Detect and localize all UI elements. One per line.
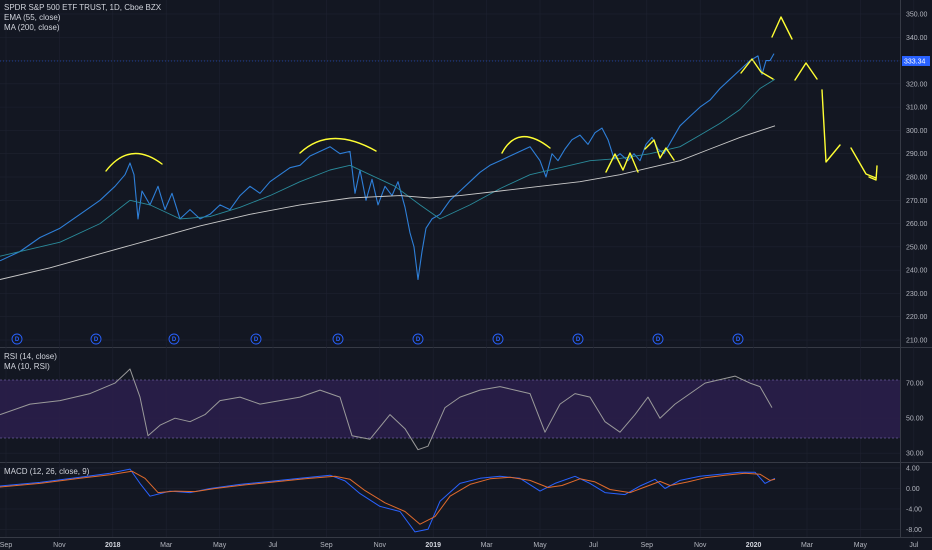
- dividend-marker[interactable]: D: [652, 333, 664, 345]
- x-tick-label: Nov: [694, 542, 707, 549]
- main-legend-ma: MA (200, close): [4, 23, 60, 32]
- series-rsi_ma: [0, 368, 773, 451]
- dividend-marker[interactable]: D: [168, 333, 180, 345]
- y-tick-label: 300.00: [906, 128, 928, 135]
- y-tick-label: 280.00: [906, 174, 928, 181]
- rsi-legend-ma: MA (10, RSI): [4, 362, 50, 371]
- drawing-peak-2[interactable]: [771, 16, 793, 40]
- y-tick-label: 240.00: [906, 268, 928, 275]
- x-tick-label: Jul: [269, 542, 278, 549]
- y-tick-label: 0.00: [906, 486, 920, 493]
- x-tick-label: Mar: [481, 542, 494, 549]
- y-tick-label: 310.00: [906, 105, 928, 112]
- main-legend: SPDR S&P 500 ETF TRUST, 1D, Cboe BZX EMA…: [4, 3, 161, 33]
- dividend-marker-label: D: [336, 337, 341, 343]
- main-legend-ema: EMA (55, close): [4, 13, 61, 22]
- y-tick-label: 50.00: [906, 416, 924, 423]
- x-tick-label: Jul: [589, 542, 598, 549]
- macd-legend-title: MACD (12, 26, close, 9): [4, 467, 90, 476]
- y-tick-label: 210.00: [906, 338, 928, 345]
- y-tick-label: 220.00: [906, 314, 928, 321]
- y-tick-label: 4.00: [906, 466, 920, 473]
- rsi-band: [0, 380, 900, 438]
- y-tick-label: 270.00: [906, 198, 928, 205]
- dividend-marker-label: D: [172, 337, 177, 343]
- y-tick-label: 70.00: [906, 381, 924, 388]
- y-tick-label: 230.00: [906, 291, 928, 298]
- dividend-marker-label: D: [496, 337, 501, 343]
- dividend-marker-label: D: [15, 337, 20, 343]
- dividend-marker[interactable]: D: [412, 333, 424, 345]
- dividend-marker[interactable]: D: [11, 333, 23, 345]
- dividend-marker[interactable]: D: [332, 333, 344, 345]
- dividend-marker-label: D: [576, 337, 581, 343]
- rsi-legend: RSI (14, close) MA (10, RSI): [4, 352, 57, 372]
- y-tick-label: 350.00: [906, 11, 928, 18]
- y-tick-label: 250.00: [906, 244, 928, 251]
- macd-legend: MACD (12, 26, close, 9): [4, 467, 89, 477]
- drawing-arc-3[interactable]: [501, 135, 551, 154]
- drawing-drop[interactable]: [821, 89, 841, 163]
- drawing-zigzag-2[interactable]: [644, 139, 675, 161]
- series-signal: [0, 470, 776, 525]
- y-tick-label: 290.00: [906, 151, 928, 158]
- x-tick-label: Sep: [0, 542, 12, 549]
- drawing-zigzag-1[interactable]: [605, 152, 639, 173]
- drawing-arc-2[interactable]: [299, 137, 377, 154]
- dividend-marker[interactable]: D: [732, 333, 744, 345]
- y-tick-label: -8.00: [906, 527, 922, 534]
- drawing-arc-1[interactable]: [105, 152, 163, 172]
- x-tick-label: May: [213, 542, 227, 549]
- y-tick-label: 340.00: [906, 35, 928, 42]
- dividend-marker[interactable]: D: [492, 333, 504, 345]
- x-tick-label: Sep: [320, 542, 333, 549]
- y-tick-label: -4.00: [906, 506, 922, 513]
- x-tick-label: Jul: [909, 542, 918, 549]
- y-tick-label: 320.00: [906, 81, 928, 88]
- last-price-label: 333.34: [904, 59, 926, 66]
- drawing-peak-1[interactable]: [740, 58, 774, 80]
- x-tick-label: 2019: [425, 542, 441, 549]
- x-tick-label: May: [854, 542, 868, 549]
- dividend-marker-label: D: [736, 337, 741, 343]
- x-tick-label: Sep: [641, 542, 654, 549]
- dividend-marker-label: D: [416, 337, 421, 343]
- drawing-peak-3[interactable]: [794, 62, 818, 81]
- dividend-marker-label: D: [254, 337, 259, 343]
- y-tick-label: 30.00: [906, 451, 924, 458]
- time-axis: Sep Nov 2018 Mar May Jul Sep Nov 2019 Mar May Jul Se…: [0, 542, 919, 549]
- last-price-badge: 333.34: [902, 56, 930, 66]
- x-tick-label: Nov: [53, 542, 66, 549]
- drawing-drop-2[interactable]: [850, 147, 877, 179]
- series-ma200: [0, 125, 776, 280]
- dividend-marker[interactable]: D: [572, 333, 584, 345]
- rsi-legend-title: RSI (14, close): [4, 352, 57, 361]
- dividend-marker-label: D: [94, 337, 99, 343]
- x-tick-label: May: [533, 542, 547, 549]
- dividend-marker[interactable]: D: [250, 333, 262, 345]
- dividend-marker[interactable]: D: [90, 333, 102, 345]
- dividend-marker-label: D: [656, 337, 661, 343]
- x-tick-label: Mar: [160, 542, 173, 549]
- y-tick-label: 260.00: [906, 221, 928, 228]
- hand-drawn-annotations[interactable]: [105, 16, 878, 181]
- x-tick-label: Nov: [374, 542, 387, 549]
- x-tick-label: Mar: [801, 542, 814, 549]
- x-tick-label: 2018: [105, 542, 121, 549]
- series-ema55: [0, 78, 776, 257]
- main-legend-title: SPDR S&P 500 ETF TRUST, 1D, Cboe BZX: [4, 3, 162, 12]
- drawing-arrowhead[interactable]: [868, 165, 878, 181]
- x-tick-label: 2020: [746, 542, 762, 549]
